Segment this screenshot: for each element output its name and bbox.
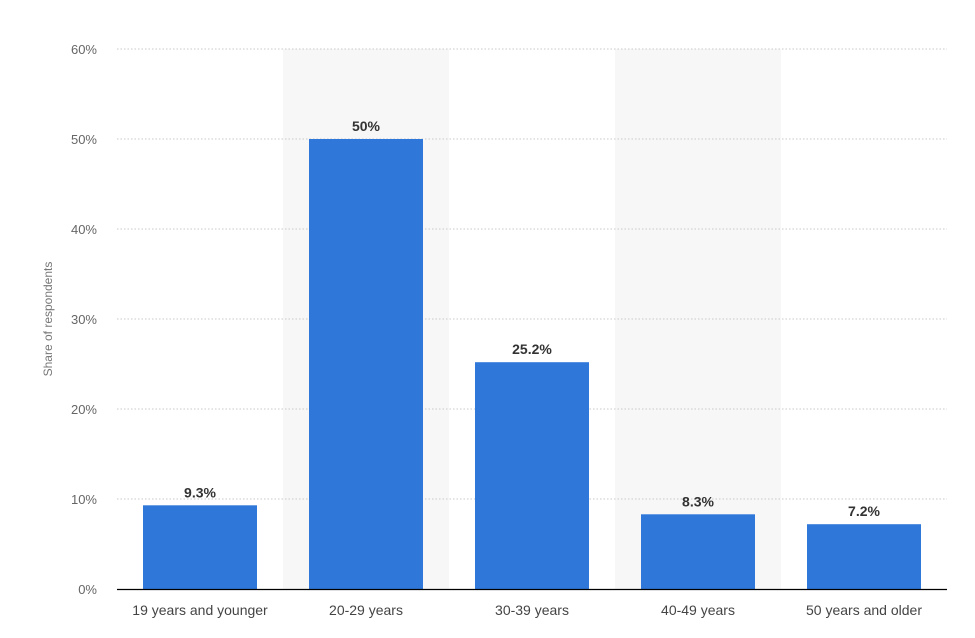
data-label: 50% — [352, 118, 381, 134]
y-tick-label: 50% — [71, 132, 97, 147]
y-tick-label: 20% — [71, 402, 97, 417]
y-tick-label: 0% — [78, 582, 97, 597]
data-label: 7.2% — [848, 503, 880, 519]
data-label: 8.3% — [682, 493, 714, 509]
x-tick-label: 20-29 years — [329, 602, 403, 618]
y-axis-ticks: 0% 10% 20% 30% 40% 50% 60% — [71, 42, 97, 597]
data-label: 25.2% — [512, 341, 552, 357]
y-tick-label: 60% — [71, 42, 97, 57]
x-axis-labels: 19 years and younger 20-29 years 30-39 yea… — [132, 602, 922, 618]
y-tick-label: 10% — [71, 492, 97, 507]
x-tick-label: 30-39 years — [495, 602, 569, 618]
bar[interactable] — [475, 362, 589, 589]
x-tick-label: 40-49 years — [661, 602, 735, 618]
data-labels: 9.3% 50% 25.2% 8.3% 7.2% — [184, 118, 880, 519]
bar[interactable] — [807, 524, 921, 589]
y-axis-title: Share of respondents — [41, 262, 55, 377]
bar[interactable] — [641, 514, 755, 589]
bars — [143, 139, 921, 589]
x-tick-label: 19 years and younger — [132, 602, 268, 618]
y-tick-label: 40% — [71, 222, 97, 237]
y-tick-label: 30% — [71, 312, 97, 327]
bar[interactable] — [309, 139, 423, 589]
x-tick-label: 50 years and older — [806, 602, 922, 618]
bar[interactable] — [143, 505, 257, 589]
data-label: 9.3% — [184, 484, 216, 500]
